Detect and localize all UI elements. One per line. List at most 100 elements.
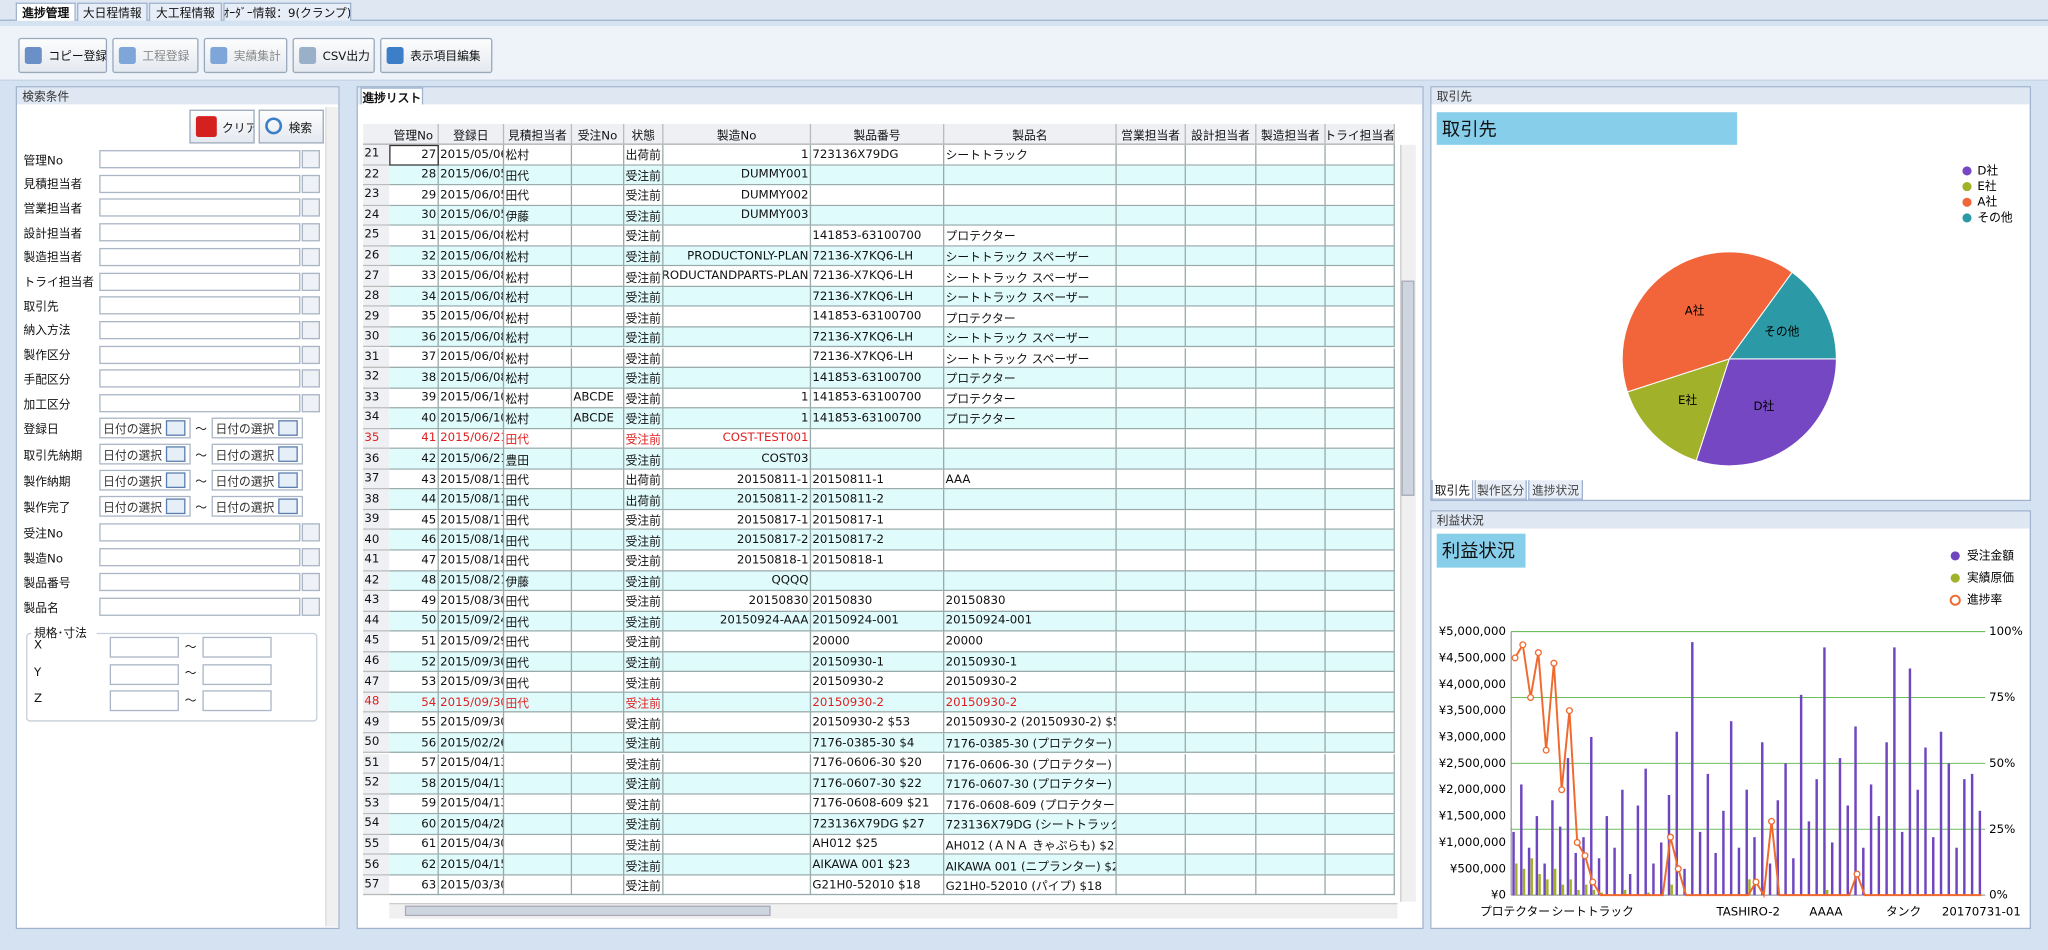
table-cell[interactable]: 72136-X7KQ6-LH <box>811 266 945 287</box>
table-cell[interactable]: 43 <box>389 469 439 490</box>
table-cell[interactable] <box>572 510 625 531</box>
table-cell[interactable] <box>1186 591 1257 612</box>
table-cell[interactable] <box>1326 286 1395 308</box>
table-cell[interactable] <box>1117 692 1186 713</box>
table-cell[interactable] <box>572 814 625 835</box>
table-cell[interactable] <box>1117 550 1186 571</box>
table-cell[interactable] <box>1117 185 1186 206</box>
table-cell[interactable]: 松村 <box>504 144 573 166</box>
table-cell[interactable] <box>944 428 1117 450</box>
table-cell[interactable] <box>1186 388 1257 409</box>
table-cell[interactable]: 42 <box>389 449 439 470</box>
table-cell[interactable]: COST-TEST001 <box>663 428 812 450</box>
table-cell[interactable]: 2015/04/13 <box>439 773 505 795</box>
table-cell[interactable]: 2015/06/10 <box>439 388 505 409</box>
table-cell[interactable] <box>1326 875 1395 896</box>
table-cell[interactable]: 51 <box>389 631 439 653</box>
table-cell[interactable]: 2015/04/13 <box>439 753 505 774</box>
table-cell[interactable]: 受注前 <box>624 591 664 612</box>
table-cell[interactable] <box>663 652 812 673</box>
table-cell[interactable] <box>1256 855 1326 876</box>
table-cell[interactable] <box>1326 753 1395 774</box>
text-input[interactable] <box>109 663 179 685</box>
table-cell[interactable] <box>1256 631 1326 653</box>
table-cell[interactable] <box>663 712 812 734</box>
table-cell[interactable] <box>572 246 625 267</box>
table-cell[interactable]: 受注前 <box>624 185 664 206</box>
table-cell[interactable] <box>1117 510 1186 531</box>
table-cell[interactable] <box>1186 225 1257 247</box>
table-cell[interactable]: 2015/05/06 <box>439 144 505 166</box>
table-cell[interactable] <box>663 225 812 247</box>
table-cell[interactable]: 45 <box>389 510 439 531</box>
table-cell[interactable] <box>1186 469 1257 490</box>
table-cell[interactable]: 田代 <box>504 469 573 490</box>
table-cell[interactable]: 50 <box>389 611 439 632</box>
table-cell[interactable]: 受注前 <box>624 631 664 653</box>
table-cell[interactable] <box>663 692 812 713</box>
table-cell[interactable]: 2015/08/11 <box>439 469 505 490</box>
table-cell[interactable] <box>1117 368 1186 389</box>
table-cell[interactable] <box>1117 347 1186 369</box>
table-cell[interactable]: 松村 <box>504 266 573 287</box>
table-cell[interactable]: 39 <box>389 388 439 409</box>
table-cell[interactable] <box>663 834 812 856</box>
table-cell[interactable] <box>504 855 573 876</box>
table-cell[interactable]: 36 <box>389 327 439 348</box>
table-cell[interactable]: 62 <box>389 855 439 876</box>
table-cell[interactable] <box>1186 307 1257 328</box>
table-cell[interactable] <box>1326 794 1395 815</box>
text-input[interactable] <box>99 296 301 315</box>
table-cell[interactable] <box>1256 530 1326 551</box>
ellipsis-button[interactable] <box>301 548 320 567</box>
table-cell[interactable] <box>1256 388 1326 409</box>
table-cell[interactable]: QQQQ <box>663 570 812 592</box>
table-cell[interactable]: 2015/08/21 <box>439 570 505 592</box>
table-cell[interactable]: 松村 <box>504 368 573 389</box>
ellipsis-button[interactable] <box>301 394 320 413</box>
table-cell[interactable] <box>811 165 945 186</box>
table-cell[interactable] <box>1256 773 1326 795</box>
table-cell[interactable]: 20150930-2 <box>811 692 945 713</box>
table-cell[interactable] <box>1186 368 1257 389</box>
table-cell[interactable] <box>1117 875 1186 896</box>
table-cell[interactable]: プロテクター <box>944 388 1117 409</box>
table-cell[interactable]: 2015/06/08 <box>439 286 505 308</box>
table-cell[interactable]: 2015/08/11 <box>439 489 505 511</box>
table-cell[interactable] <box>1186 712 1257 734</box>
table-cell[interactable] <box>1186 855 1257 876</box>
table-cell[interactable] <box>1326 144 1395 166</box>
table-cell[interactable]: 1 <box>663 388 812 409</box>
table-cell[interactable] <box>811 449 945 470</box>
table-cell[interactable] <box>1326 814 1395 835</box>
table-cell[interactable] <box>1326 266 1395 287</box>
tab[interactable]: 大日程情報 <box>77 2 148 21</box>
table-cell[interactable]: 受注前 <box>624 834 664 856</box>
table-cell[interactable]: 2015/06/21 <box>439 449 505 470</box>
table-cell[interactable] <box>572 327 625 348</box>
table-cell[interactable]: 20150817-1 <box>663 510 812 531</box>
table-cell[interactable]: 2015/09/24 <box>439 611 505 632</box>
table-cell[interactable]: 141853-63100700 <box>811 408 945 429</box>
table-cell[interactable]: 受注前 <box>624 794 664 815</box>
table-cell[interactable]: 28 <box>389 165 439 186</box>
table-cell[interactable]: DUMMY002 <box>663 185 812 206</box>
table-cell[interactable]: 2015/09/30 <box>439 712 505 734</box>
table-cell[interactable] <box>504 773 573 795</box>
table-cell[interactable]: 1 <box>663 144 812 166</box>
table-cell[interactable]: 2015/06/08 <box>439 246 505 267</box>
table-cell[interactable] <box>1326 327 1395 348</box>
table-cell[interactable] <box>572 672 625 693</box>
table-cell[interactable]: 20150830 <box>811 591 945 612</box>
table-cell[interactable] <box>1256 591 1326 612</box>
ellipsis-button[interactable] <box>301 320 320 340</box>
table-cell[interactable]: AAA <box>944 469 1117 490</box>
table-cell[interactable]: 2015/06/08 <box>439 266 505 287</box>
table-cell[interactable] <box>1186 165 1257 186</box>
table-cell[interactable] <box>1186 875 1257 896</box>
table-cell[interactable] <box>572 469 625 490</box>
table-cell[interactable]: 2015/08/17 <box>439 510 505 531</box>
table-cell[interactable]: G21H0-52010 $18 <box>811 875 945 896</box>
table-cell[interactable] <box>1186 794 1257 815</box>
table-cell[interactable]: 受注前 <box>624 368 664 389</box>
